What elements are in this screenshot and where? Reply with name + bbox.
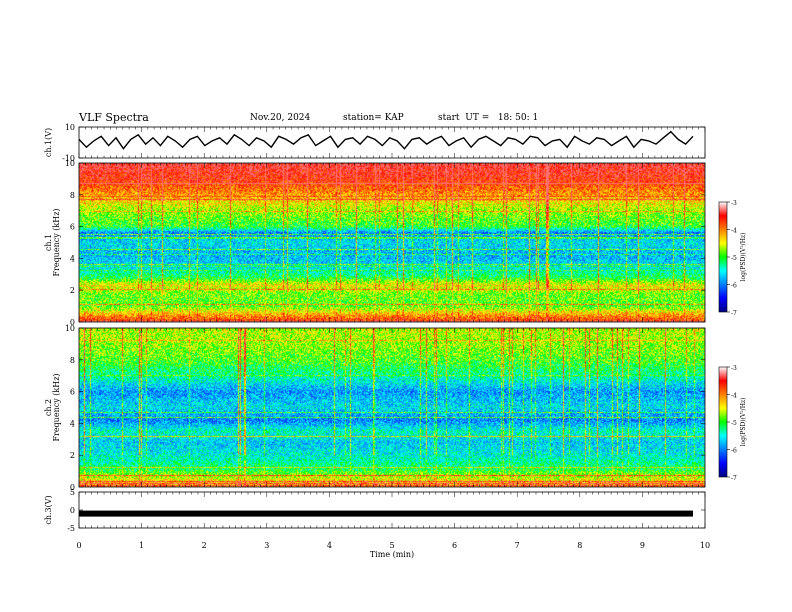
x-tick-label: 5 <box>389 541 394 550</box>
ch2-spectrogram-ytick-label: 0 <box>70 483 75 492</box>
ch1-spectrogram-ytick-label: 0 <box>70 318 75 327</box>
x-tick-label: 10 <box>700 541 710 550</box>
x-axis-label: Time (min) <box>370 550 414 559</box>
ch3-waveform-ylabel: ch.3(V) <box>44 495 53 524</box>
start-time-label: start UT = 18: 50: 1 <box>438 113 539 123</box>
ch2-spectrogram-ytick-label: 6 <box>70 388 75 397</box>
ch3-waveform-ytick-label: 5 <box>70 488 75 497</box>
ch1-spectrogram-ytick-label: 6 <box>70 223 75 232</box>
ch1-spectrogram-ytick-label: 10 <box>65 159 75 168</box>
ch1-spectrogram-raster <box>79 163 705 322</box>
x-tick-label: 0 <box>76 541 81 550</box>
ch2-spectrogram-colorbar-tick-label: -4 <box>731 393 737 400</box>
x-tick-label: 9 <box>640 541 645 550</box>
ch1-waveform-ytick-label: -10 <box>62 154 75 163</box>
station-label: station= KAP <box>343 113 404 123</box>
x-tick-label: 7 <box>515 541 520 550</box>
x-tick-label: 8 <box>577 541 582 550</box>
ch1-waveform-line <box>78 130 694 150</box>
ch2-spectrogram-ylabel-channel: ch.2 <box>44 399 53 416</box>
ch2-spectrogram-colorbar-tick-label: -5 <box>731 420 737 427</box>
ch3-waveform-ytick-label: -5 <box>67 524 75 533</box>
ch2-spectrogram-ytick-label: 2 <box>70 451 75 460</box>
ch2-spectrogram-ylabel-text: Frequency (kHz) <box>52 373 61 441</box>
ch1-spectrogram-colorbar-tick-label: -7 <box>731 310 737 317</box>
x-tick-label: 1 <box>139 541 144 550</box>
ch1-spectrogram-ytick-label: 2 <box>70 286 75 295</box>
ch1-spectrogram-colorbar-tick-label: -6 <box>731 283 737 290</box>
ch2-spectrogram-colorbar-label: log(PSD)(V²/Hz) <box>740 398 747 447</box>
ch1-spectrogram-colorbar-label: log(PSD)(V²/Hz) <box>740 233 747 282</box>
x-tick-label: 6 <box>452 541 457 550</box>
date-label: Nov.20, 2024 <box>250 113 311 123</box>
ch2-spectrogram-ytick-label: 10 <box>65 324 75 333</box>
ch2-spectrogram-ytick-label: 8 <box>70 356 75 365</box>
ch2-spectrogram-raster <box>79 328 705 487</box>
ch1-spectrogram-ylabel-channel: ch.1 <box>44 234 53 251</box>
ch2-spectrogram-ytick-label: 4 <box>70 419 75 428</box>
ch1-spectrogram-colorbar-tick-label: -3 <box>731 200 737 207</box>
ch2-spectrogram-colorbar-tick-label: -3 <box>731 365 737 372</box>
figure-title: VLF Spectra <box>79 111 149 124</box>
ch1-spectrogram-ytick-label: 8 <box>70 191 75 200</box>
ch2-spectrogram-colorbar-tick-label: -7 <box>731 475 737 482</box>
ch1-spectrogram-colorbar <box>718 201 728 313</box>
x-tick-label: 2 <box>202 541 207 550</box>
ch1-spectrogram-ylabel-text: Frequency (kHz) <box>52 208 61 276</box>
x-tick-label: 3 <box>264 541 269 550</box>
ch1-spectrogram-colorbar-tick-label: -4 <box>731 228 737 235</box>
ch2-spectrogram-colorbar-tick-label: -6 <box>731 448 737 455</box>
ch3-waveform-ytick-label: 0 <box>70 506 75 515</box>
ch1-spectrogram-colorbar-tick-label: -5 <box>731 255 737 262</box>
ch2-spectrogram-colorbar <box>718 366 728 478</box>
ch3-waveform-frame <box>78 491 706 529</box>
ch1-waveform-ytick-label: 10 <box>65 123 75 132</box>
ch1-waveform-ylabel: ch.1(V) <box>44 128 53 157</box>
x-tick-label: 4 <box>327 541 332 550</box>
ch1-spectrogram-ytick-label: 4 <box>70 254 75 263</box>
ch3-waveform-line <box>79 510 693 517</box>
